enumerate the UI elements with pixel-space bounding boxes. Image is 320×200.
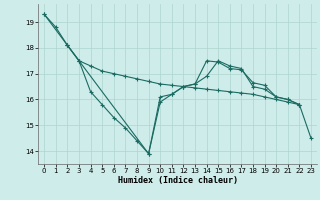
- X-axis label: Humidex (Indice chaleur): Humidex (Indice chaleur): [118, 176, 238, 185]
